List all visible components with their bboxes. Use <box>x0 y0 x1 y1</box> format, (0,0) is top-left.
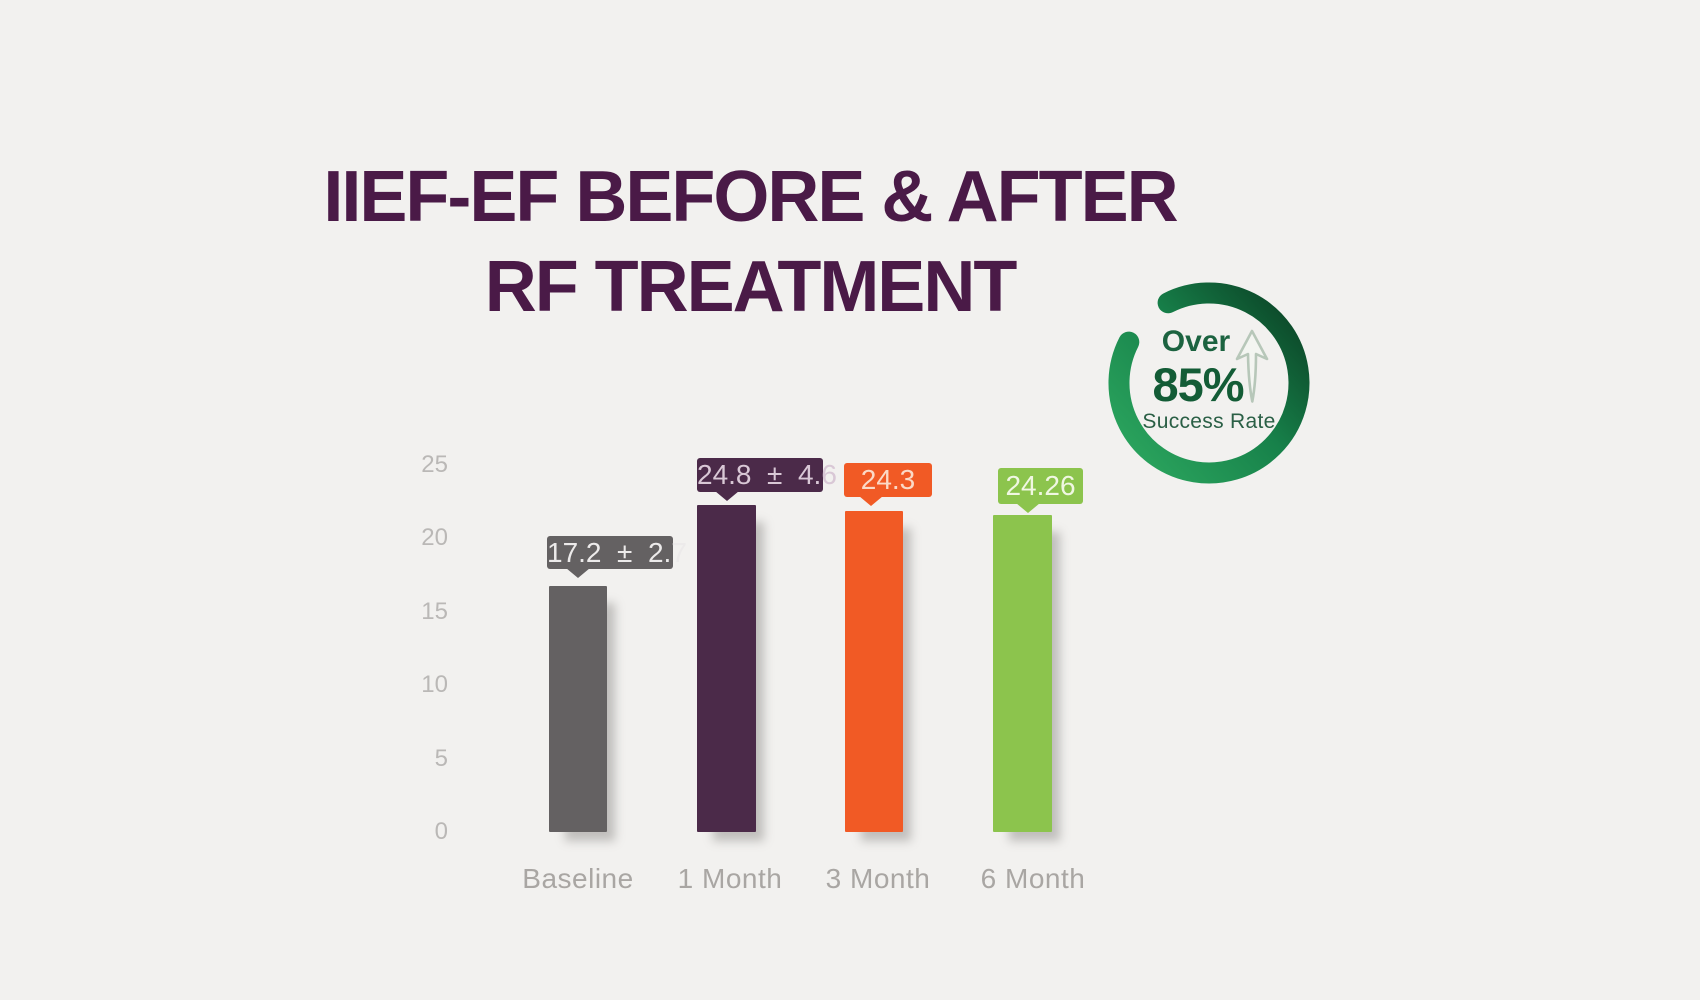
data-label-6-month: 24.26 <box>998 468 1083 504</box>
success-rate-badge: Over 85% Success Rate <box>1103 277 1315 489</box>
y-axis-tick: 0 <box>434 818 448 845</box>
data-label-baseline: 17.2 ± 2.7 <box>547 536 687 569</box>
y-axis-tick: 25 <box>421 451 448 478</box>
data-label-1-month: 24.8 ± 4.6 <box>697 458 837 492</box>
x-axis-label-3-month: 3 Month <box>825 863 931 894</box>
y-axis-tick: 5 <box>434 744 448 772</box>
badge-over-label: Over <box>1161 325 1231 358</box>
data-label-pointer <box>715 491 739 501</box>
data-label-pointer <box>566 568 590 578</box>
bar-3-month <box>845 511 903 832</box>
bar-6-month <box>993 515 1052 832</box>
y-axis-tick: 10 <box>421 671 448 699</box>
bar-1-month <box>697 505 756 832</box>
bar-baseline <box>549 586 607 832</box>
x-axis-label-1-month: 1 Month <box>677 863 783 894</box>
badge-subtitle: Success Rate <box>1142 410 1276 433</box>
x-axis-label-baseline: Baseline <box>522 863 634 894</box>
data-label-pointer <box>1016 503 1040 513</box>
badge-percent-value: 85% <box>1152 358 1244 411</box>
title-line-2: RF TREATMENT <box>484 247 1018 327</box>
y-axis-tick: 15 <box>421 597 448 625</box>
title-line-1: IIEF-EF BEFORE & AFTER <box>323 157 1178 237</box>
up-arrow-icon <box>1235 329 1269 403</box>
page-title: IIEF-EF BEFORE & AFTER RF TREATMENT <box>300 152 1200 332</box>
data-label-3-month: 24.3 <box>844 463 932 497</box>
y-axis-tick: 20 <box>421 524 448 552</box>
data-label-pointer <box>859 496 883 506</box>
x-axis-label-6-month: 6 Month <box>980 863 1086 894</box>
progress-ring-icon <box>1108 282 1310 484</box>
